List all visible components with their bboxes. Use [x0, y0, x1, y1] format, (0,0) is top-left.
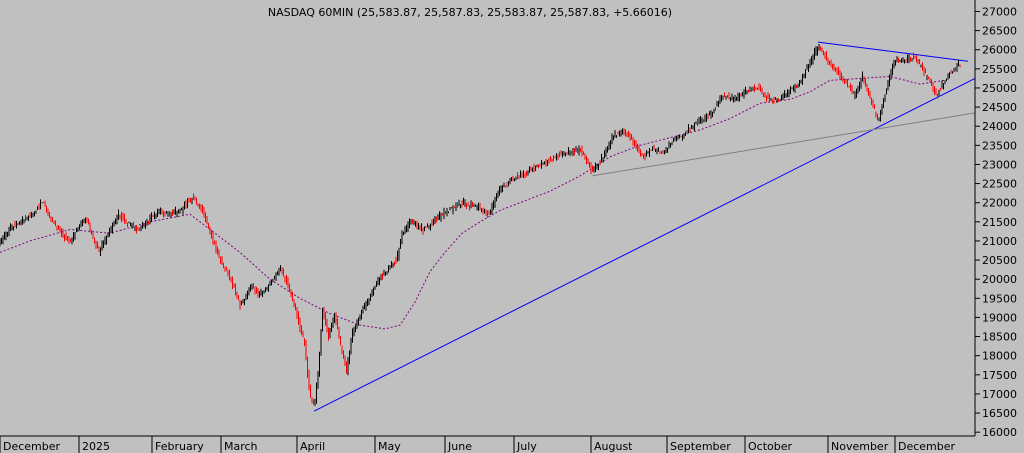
y-tick-label: 19000: [982, 311, 1017, 324]
x-tick-label: June: [447, 440, 472, 453]
y-tick-label: 22500: [982, 178, 1017, 191]
trendline-falling-resistance: [817, 41, 969, 62]
y-tick-label: 19500: [982, 292, 1017, 305]
x-axis: December 2025 February March April May June Jul…: [0, 436, 956, 453]
y-tick-label: 27000: [982, 5, 1017, 18]
trendline-layer: [313, 41, 976, 412]
x-tick-label: August: [594, 440, 633, 453]
y-tick-label: 16500: [982, 407, 1017, 420]
y-tick-label: 20000: [982, 273, 1017, 286]
candles-layer: [0, 44, 961, 406]
moving-average-layer: [0, 75, 946, 330]
y-tick-label: 18500: [982, 331, 1017, 344]
trendline-rising-support-2: [591, 112, 976, 177]
x-tick-label: December: [3, 440, 61, 453]
chart-title: NASDAQ 60MIN (25,583.87, 25,587.83, 25,5…: [268, 6, 672, 19]
x-tick-label: March: [224, 440, 258, 453]
y-tick-label: 25500: [982, 63, 1017, 76]
moving-average-line: [0, 75, 946, 330]
y-tick-label: 16000: [982, 426, 1017, 439]
y-tick-label: 24500: [982, 101, 1017, 114]
y-tick-label: 23500: [982, 139, 1017, 152]
x-tick-label: 2025: [82, 440, 110, 453]
y-axis: 16000 16500 17000 17500 18000 18500 19000 19500…: [975, 5, 1017, 439]
y-tick-label: 17500: [982, 369, 1017, 382]
y-tick-label: 17000: [982, 388, 1017, 401]
x-tick-label: February: [155, 440, 204, 453]
y-tick-label: 23000: [982, 158, 1017, 171]
y-tick-label: 21500: [982, 216, 1017, 229]
x-tick-label: September: [670, 440, 731, 453]
x-tick-label: October: [748, 440, 792, 453]
y-tick-label: 18000: [982, 350, 1017, 363]
y-tick-label: 26000: [982, 44, 1017, 57]
y-tick-label: 26500: [982, 25, 1017, 38]
x-tick-label: November: [831, 440, 889, 453]
y-tick-label: 21000: [982, 235, 1017, 248]
y-tick-label: 20500: [982, 254, 1017, 267]
x-tick-label: December: [898, 440, 956, 453]
x-tick-label: May: [378, 440, 401, 453]
trendline-rising-support: [313, 77, 976, 412]
y-tick-label: 24000: [982, 120, 1017, 133]
x-tick-label: July: [516, 440, 537, 453]
y-tick-label: 22000: [982, 197, 1017, 210]
y-tick-label: 25000: [982, 82, 1017, 95]
x-tick-label: April: [300, 440, 325, 453]
